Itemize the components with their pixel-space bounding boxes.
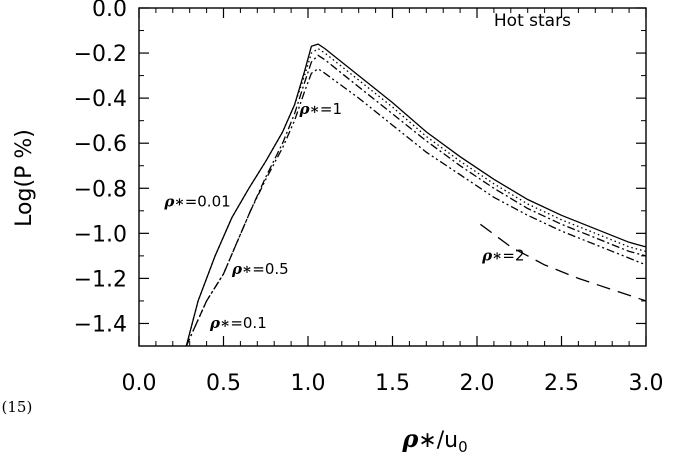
y-tick-label: −1.4 <box>74 312 127 337</box>
x-tick-label: 0.0 <box>122 371 157 396</box>
annotations: Hot stars ρ∗=1 ρ∗=0.01 ρ∗=0.5 ρ∗=0.1 ρ∗=2 <box>163 11 571 332</box>
series-line-2 <box>185 47 646 346</box>
series-line-5 <box>480 223 646 302</box>
y-tick-label: −0.4 <box>74 87 127 112</box>
y-axis-label: Log(P %) <box>12 129 37 227</box>
series-layer <box>185 43 646 346</box>
annotation-3: ρ∗=0.01 <box>163 192 230 210</box>
series-line-3 <box>185 54 646 346</box>
y-tick-label: −0.6 <box>74 132 127 157</box>
annotation-2: ρ∗=1 <box>299 100 342 118</box>
annotation-4: ρ∗=0.5 <box>231 260 289 278</box>
axis-ticks: 0.0 0.5 1.0 1.5 2.0 2.5 3.0 0.0 −0.2 −0.4 −0.6 −0.8… <box>74 0 664 396</box>
y-tick-label: −1.0 <box>74 222 127 247</box>
x-axis-label: ρ∗/u0 <box>401 424 467 456</box>
annotation-5: ρ∗=0.1 <box>209 314 267 332</box>
series-line-4 <box>185 68 646 346</box>
y-tick-label: −0.2 <box>74 42 127 67</box>
x-tick-label: 1.5 <box>375 371 410 396</box>
series-line-1 <box>185 43 646 346</box>
plot-frame <box>138 7 647 347</box>
plot-border <box>138 7 647 347</box>
x-tick-label: 2.0 <box>460 371 495 396</box>
y-tick-label: 0.0 <box>92 0 127 22</box>
x-tick-label: 3.0 <box>629 371 664 396</box>
x-tick-label: 0.5 <box>206 371 241 396</box>
stray-text: , (15) <box>0 398 32 416</box>
annotation-1: Hot stars <box>494 11 571 31</box>
annotation-6: ρ∗=2 <box>481 246 524 264</box>
x-tick-label: 1.0 <box>291 371 326 396</box>
y-tick-label: −1.2 <box>74 267 127 292</box>
x-tick-label: 2.5 <box>544 371 579 396</box>
y-tick-label: −0.8 <box>74 177 127 202</box>
